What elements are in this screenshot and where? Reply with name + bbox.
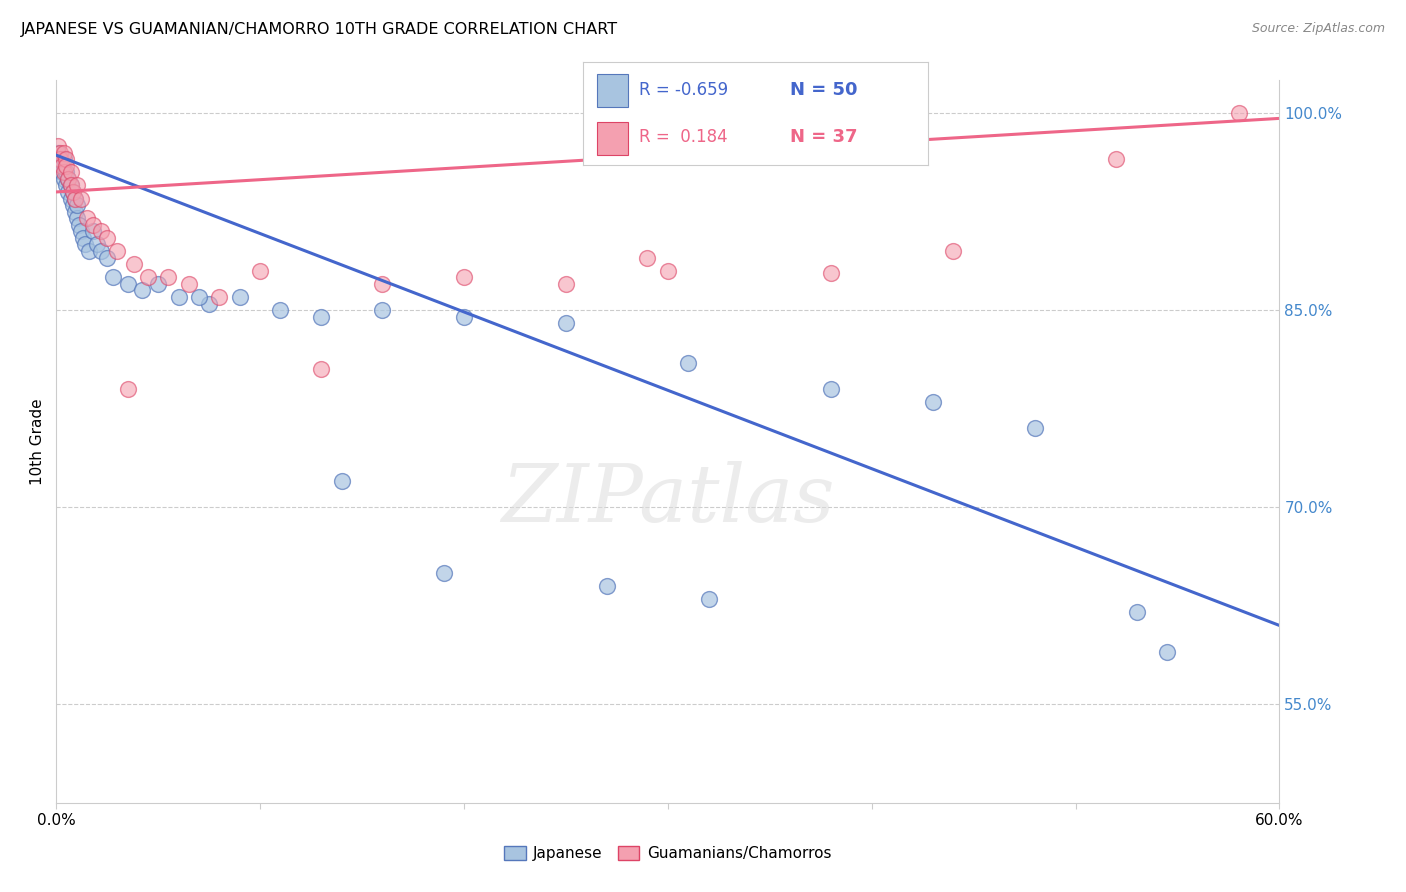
Point: [49, 152, 72, 166]
Point: [208, 290, 231, 304]
Point: [167, 290, 190, 304]
Point: [73, 237, 96, 252]
Point: [53, 152, 76, 166]
Point: [1105, 152, 1128, 166]
Point: [90, 224, 112, 238]
Point: [697, 592, 720, 607]
Point: [270, 303, 292, 318]
Point: [67, 218, 90, 232]
Point: [53, 171, 76, 186]
Point: [330, 474, 353, 488]
Bar: [598, 74, 628, 106]
Point: [678, 356, 700, 370]
Point: [82, 218, 104, 232]
Point: [157, 270, 180, 285]
Point: [66, 211, 87, 226]
Point: [51, 159, 73, 173]
Point: [51, 165, 73, 179]
Point: [942, 244, 965, 258]
Point: [53, 145, 76, 160]
Point: [309, 310, 333, 324]
Point: [82, 224, 104, 238]
Text: Source: ZipAtlas.com: Source: ZipAtlas.com: [1251, 22, 1385, 36]
Point: [309, 362, 333, 376]
Point: [1125, 605, 1147, 619]
Point: [1024, 421, 1046, 435]
Point: [103, 270, 125, 285]
Point: [58, 171, 80, 186]
Point: [371, 277, 394, 291]
Y-axis label: 10th Grade: 10th Grade: [30, 398, 45, 485]
Point: [188, 290, 211, 304]
Text: ZIPatlas: ZIPatlas: [501, 460, 835, 538]
Point: [69, 224, 91, 238]
Point: [453, 270, 475, 285]
Point: [76, 211, 98, 226]
Point: [62, 185, 84, 199]
Point: [657, 264, 679, 278]
Point: [63, 204, 86, 219]
Point: [596, 579, 619, 593]
Text: JAPANESE VS GUAMANIAN/CHAMORRO 10TH GRADE CORRELATION CHART: JAPANESE VS GUAMANIAN/CHAMORRO 10TH GRAD…: [21, 22, 619, 37]
Point: [69, 192, 91, 206]
Point: [55, 178, 77, 193]
Point: [55, 152, 77, 166]
Legend: Japanese, Guamanians/Chamorros: Japanese, Guamanians/Chamorros: [498, 839, 838, 867]
Point: [371, 303, 394, 318]
Point: [453, 310, 475, 324]
Point: [53, 165, 76, 179]
Point: [62, 198, 84, 212]
Point: [131, 284, 153, 298]
Text: R =  0.184: R = 0.184: [638, 128, 727, 146]
Point: [55, 165, 77, 179]
Point: [148, 277, 170, 291]
Point: [433, 566, 456, 580]
Point: [249, 264, 271, 278]
Point: [554, 316, 576, 330]
Point: [228, 290, 252, 304]
Point: [59, 178, 82, 193]
Point: [86, 237, 108, 252]
Point: [58, 185, 80, 199]
Point: [49, 152, 72, 166]
Point: [66, 178, 87, 193]
Point: [136, 270, 159, 285]
Point: [58, 171, 80, 186]
Point: [922, 395, 945, 409]
Point: [198, 296, 221, 310]
Point: [63, 192, 86, 206]
Point: [46, 139, 69, 153]
Point: [177, 277, 200, 291]
Point: [1227, 106, 1250, 120]
Point: [46, 145, 69, 160]
Point: [90, 244, 112, 258]
Point: [77, 244, 100, 258]
Point: [117, 382, 139, 396]
Point: [636, 251, 658, 265]
Point: [96, 231, 118, 245]
Point: [820, 382, 842, 396]
Point: [96, 251, 118, 265]
Point: [1156, 645, 1178, 659]
Point: [66, 198, 87, 212]
Point: [49, 145, 72, 160]
Point: [51, 159, 73, 173]
Point: [62, 185, 84, 199]
Point: [554, 277, 576, 291]
Point: [59, 178, 82, 193]
Point: [117, 277, 139, 291]
Point: [72, 231, 94, 245]
Point: [107, 244, 129, 258]
Text: N = 37: N = 37: [790, 128, 858, 146]
Point: [122, 257, 145, 271]
Point: [59, 165, 82, 179]
Bar: [598, 122, 628, 155]
Point: [820, 266, 842, 280]
Text: R = -0.659: R = -0.659: [638, 81, 728, 99]
Point: [63, 192, 86, 206]
Point: [59, 192, 82, 206]
Text: N = 50: N = 50: [790, 81, 858, 99]
Point: [55, 159, 77, 173]
